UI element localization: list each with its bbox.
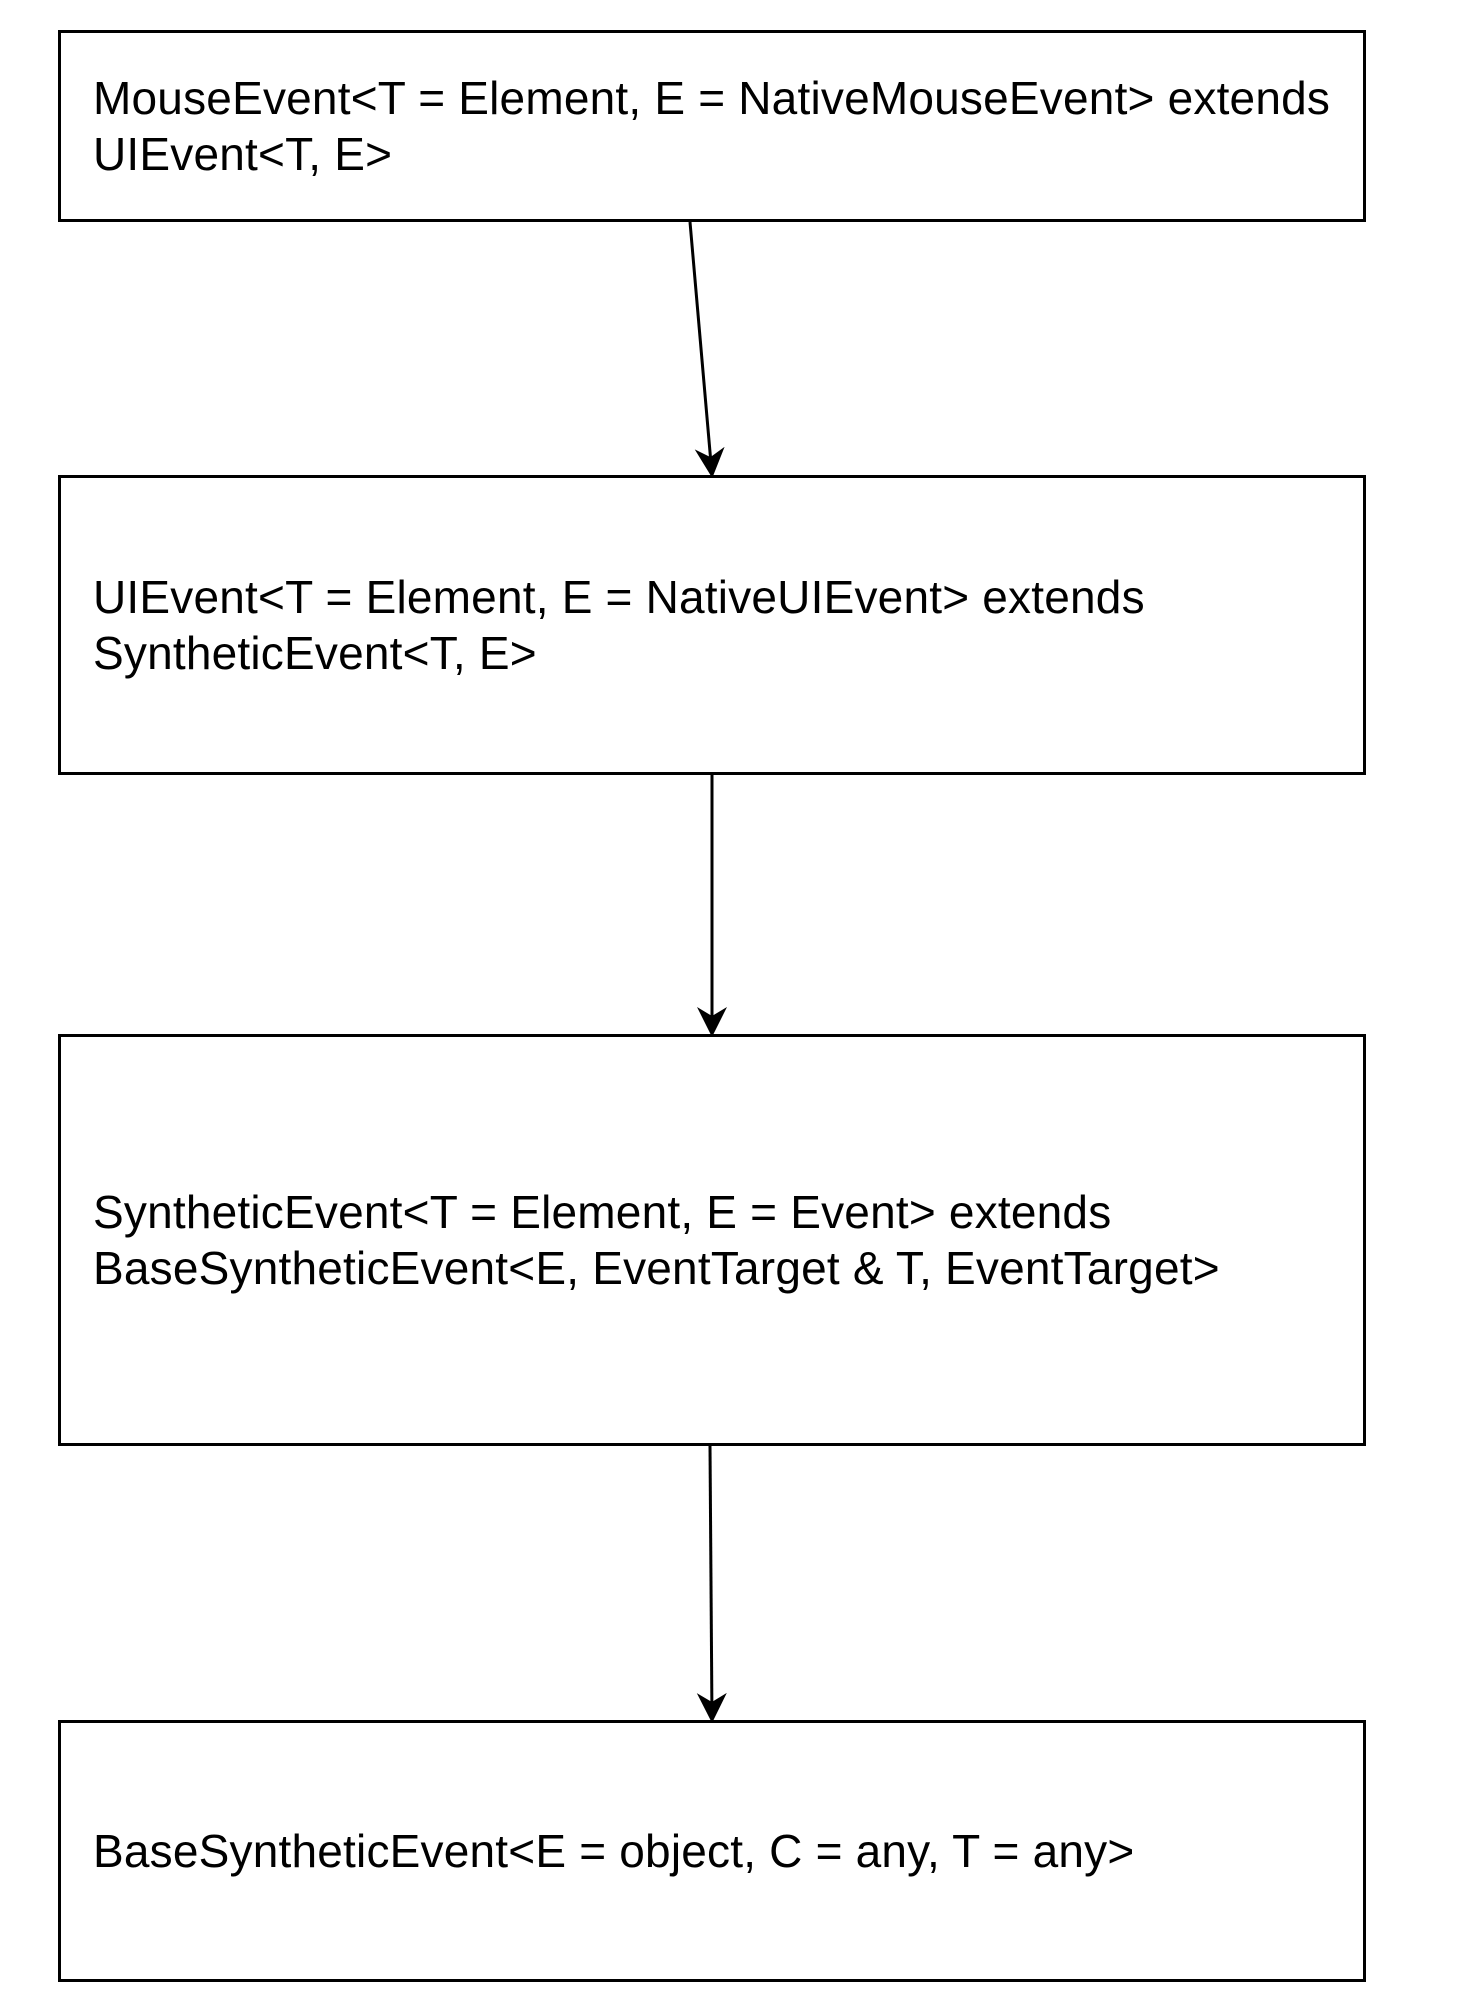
node-label: BaseSyntheticEvent<E = object, C = any, … <box>93 1823 1134 1879</box>
edge-mouse-event-to-ui-event <box>690 222 712 475</box>
node-label: SyntheticEvent<T = Element, E = Event> e… <box>93 1184 1331 1296</box>
node-synthetic-event: SyntheticEvent<T = Element, E = Event> e… <box>58 1034 1366 1446</box>
diagram-canvas: MouseEvent<T = Element, E = NativeMouseE… <box>0 0 1480 2011</box>
edges-layer <box>0 0 1480 2011</box>
node-ui-event: UIEvent<T = Element, E = NativeUIEvent> … <box>58 475 1366 775</box>
node-mouse-event: MouseEvent<T = Element, E = NativeMouseE… <box>58 30 1366 222</box>
node-base-synthetic-event: BaseSyntheticEvent<E = object, C = any, … <box>58 1720 1366 1982</box>
edge-synthetic-event-to-base-synthetic-event <box>710 1446 712 1720</box>
node-label: UIEvent<T = Element, E = NativeUIEvent> … <box>93 569 1331 681</box>
node-label: MouseEvent<T = Element, E = NativeMouseE… <box>93 70 1331 182</box>
